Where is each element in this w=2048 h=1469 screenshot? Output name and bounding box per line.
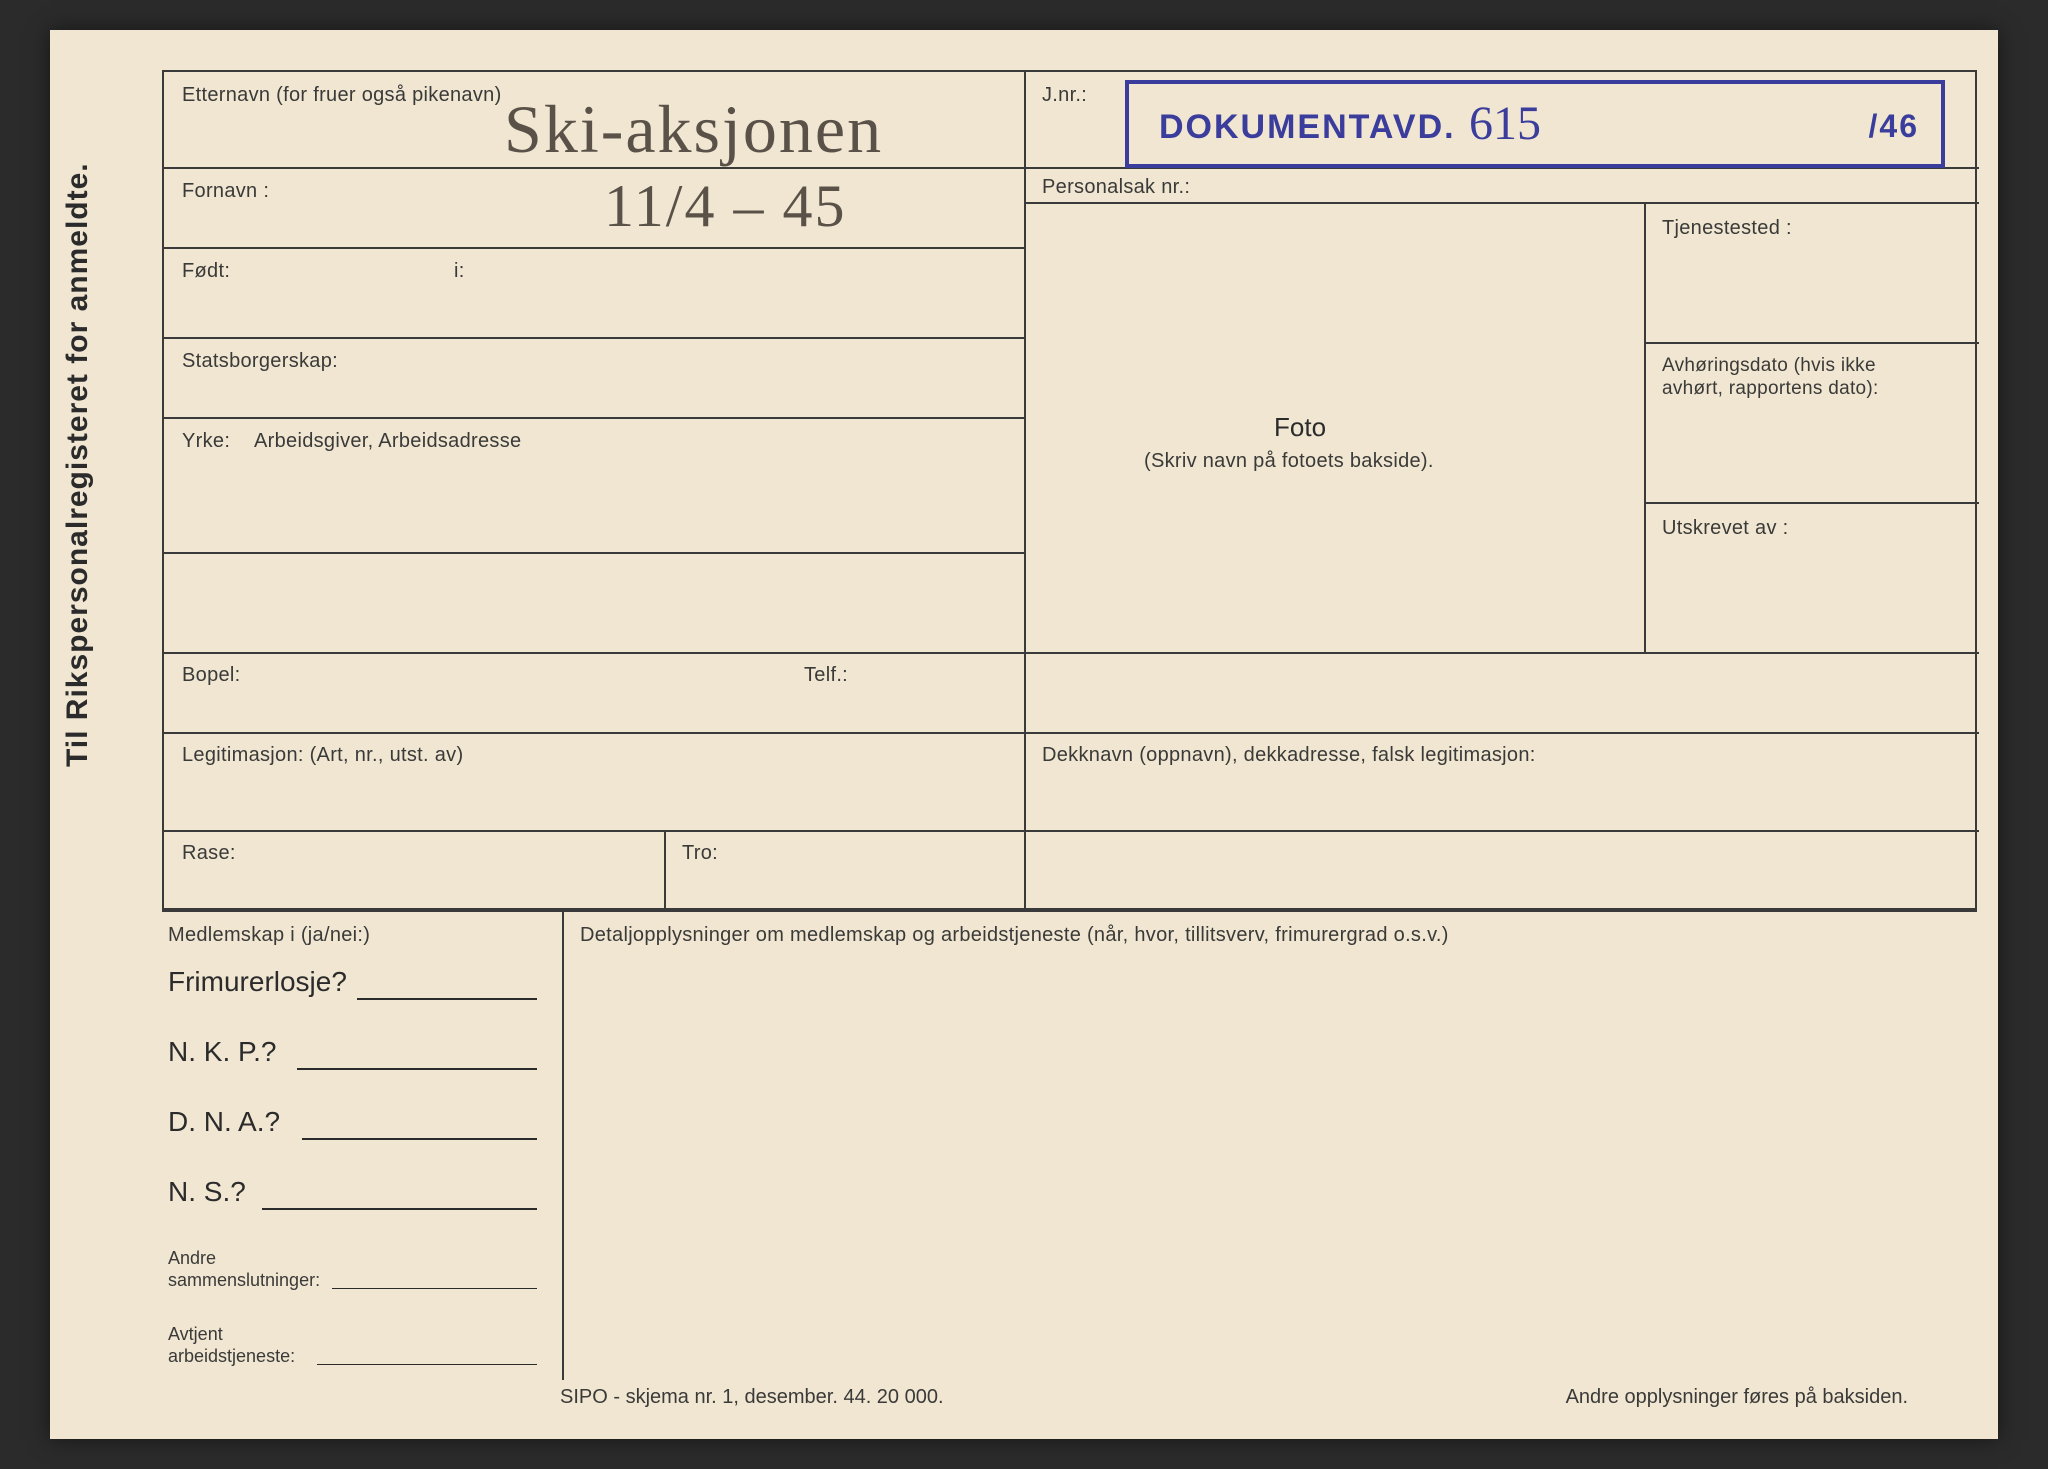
personalsak-label: Personalsak nr.: [1042,176,1190,199]
dekknavn-label: Dekknavn (oppnavn), dekkadresse, falsk l… [1042,744,1536,767]
fodt-label: Født: [182,260,230,283]
divider-tro [664,830,666,912]
andre-label-1: Andre [168,1248,216,1269]
avhoringsdato-label-2: avhørt, rapportens dato): [1662,378,1879,400]
footer-left: SIPO - skjema nr. 1, desember. 44. 20 00… [560,1386,944,1409]
line-left-5 [164,552,1024,554]
nkp-label: N. K. P.? [168,1036,276,1068]
rase-label: Rase: [182,842,236,865]
line-full-8 [164,830,1979,832]
membership-right: Detaljopplysninger om medlemskap og arbe… [562,910,1977,1400]
divider-main-vertical [1024,72,1026,912]
line-right-2 [1644,342,1979,344]
line-right-3 [1644,502,1979,504]
frimurer-label: Frimurerlosje? [168,966,347,998]
membership-left: Medlemskap i (ja/nei:) Frimurerlosje? N.… [162,910,562,1400]
dna-underline [302,1138,537,1140]
line-left-3 [164,337,1024,339]
frimurer-underline [357,998,537,1000]
dna-label: D. N. A.? [168,1106,280,1138]
arbeidsgiver-label: Arbeidsgiver, Arbeidsadresse [254,430,521,453]
tro-label: Tro: [682,842,718,865]
stamp-right: /46 [1869,108,1919,145]
avhoringsdato-label-1: Avhøringsdato (hvis ikke [1662,355,1876,377]
foto-sub: (Skriv navn på fotoets bakside). [1144,450,1434,473]
scanned-card: Til Rikspersonalregisteret for anmeldte.… [50,30,1998,1439]
stamp-box: DOKUMENTAVD. 615 /46 [1125,80,1945,168]
membership-block: Medlemskap i (ja/nei:) Frimurerlosje? N.… [162,910,1977,1400]
avtjent-underline [317,1364,537,1365]
jnr-label: J.nr.: [1042,84,1087,107]
line-left-6 [164,652,1024,654]
ns-label: N. S.? [168,1176,246,1208]
stamp-handwritten: 615 [1469,96,1541,151]
line-right-4 [1024,652,1979,654]
avtjent-label-1: Avtjent [168,1324,223,1345]
line-left-7 [164,732,1024,734]
bopel-label: Bopel: [182,664,241,687]
line-right-1b [1024,202,1979,204]
avtjent-label-2: arbeidstjeneste: [168,1346,295,1367]
form-outline: Etternavn (for fruer også pikenavn) Ski-… [162,70,1977,910]
yrke-label: Yrke: [182,430,230,453]
stamp-text: DOKUMENTAVD. [1159,108,1456,147]
nkp-underline [297,1068,537,1070]
line-left-2 [164,247,1024,249]
andre-underline [332,1288,537,1289]
tjenestested-label: Tjenestested : [1662,217,1792,240]
telf-label: Telf.: [804,664,848,687]
foto-title: Foto [1274,412,1326,443]
detalj-label: Detaljopplysninger om medlemskap og arbe… [580,924,1449,947]
footer-right: Andre opplysninger føres på baksiden. [1566,1386,1908,1409]
divider-right-sub [1644,202,1646,652]
fornavn-label: Fornavn : [182,180,269,203]
line-left-4 [164,417,1024,419]
andre-label-2: sammenslutninger: [168,1270,320,1291]
ns-underline [262,1208,537,1210]
line-right-5 [1024,732,1979,734]
vertical-strip-text: Til Rikspersonalregisteret for anmeldte. [61,162,95,767]
stats-label: Statsborgerskap: [182,350,338,373]
membership-title: Medlemskap i (ja/nei:) [168,924,370,947]
i-label: i: [454,260,465,283]
fornavn-value: 11/4 – 45 [604,172,846,241]
utskrevet-label: Utskrevet av : [1662,517,1788,540]
etternavn-label: Etternavn (for fruer også pikenavn) [182,84,502,107]
legitimasjon-label: Legitimasjon: (Art, nr., utst. av) [182,744,463,767]
etternavn-value: Ski-aksjonen [504,90,883,169]
